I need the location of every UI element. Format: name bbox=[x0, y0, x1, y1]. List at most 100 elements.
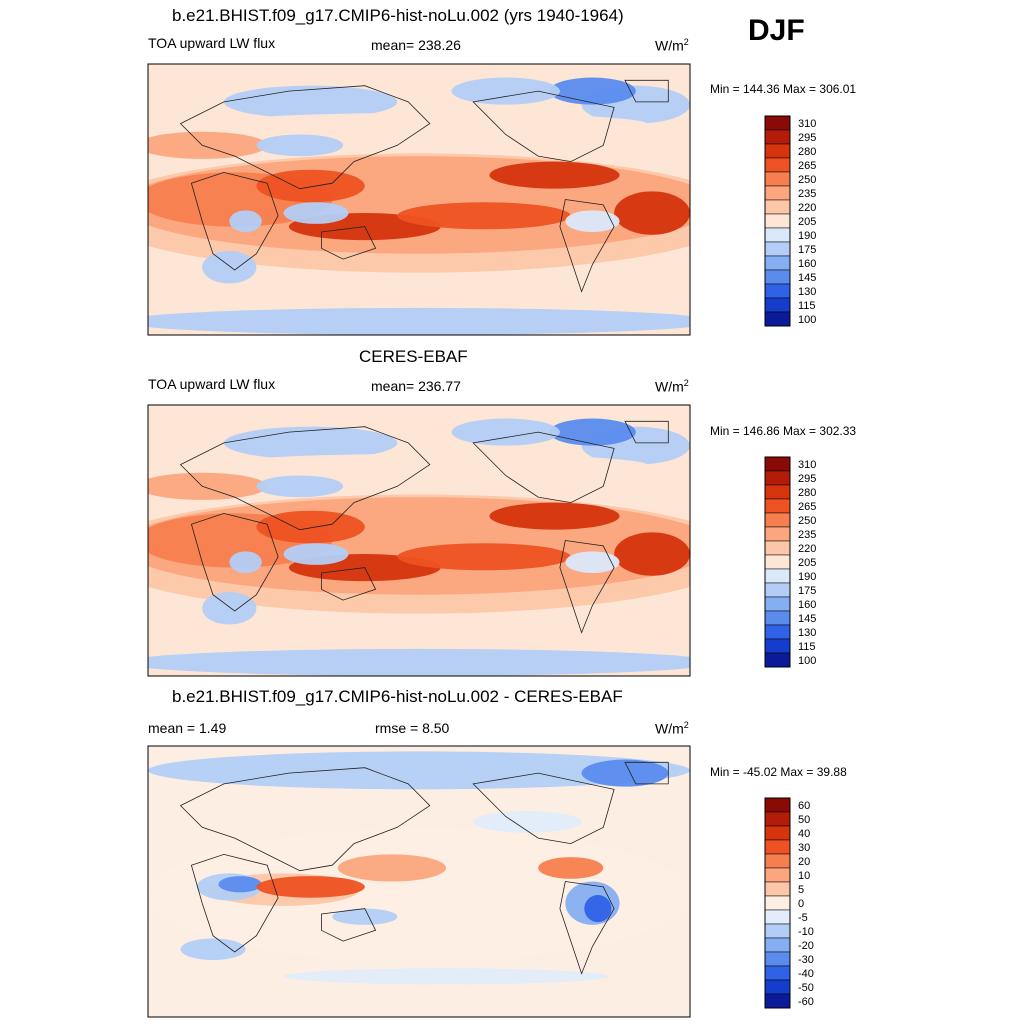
colorbar-tick-label: 280 bbox=[798, 487, 816, 499]
panel1-units: W/m2 bbox=[655, 37, 689, 54]
colorbar-tick-label: -60 bbox=[798, 996, 814, 1008]
colorbar-swatch bbox=[764, 797, 791, 813]
colorbar-swatch bbox=[764, 568, 791, 584]
contour-region bbox=[256, 510, 365, 544]
colorbar-tick-label: 40 bbox=[798, 828, 810, 840]
map-frame bbox=[147, 745, 691, 1018]
colorbar-swatch bbox=[764, 115, 791, 131]
coastline bbox=[559, 199, 615, 293]
colorbar-tick-label: 5 bbox=[798, 884, 804, 896]
contour-region bbox=[283, 543, 349, 565]
contour-region bbox=[614, 532, 690, 576]
contour-region bbox=[451, 418, 560, 446]
contour-region bbox=[229, 551, 262, 574]
contour-region bbox=[565, 551, 620, 574]
colorbar-tick-label: 190 bbox=[798, 571, 816, 583]
contour-region bbox=[202, 250, 257, 284]
colorbar-swatch bbox=[764, 297, 791, 313]
colorbar-tick-label: 295 bbox=[798, 132, 816, 144]
colorbar-swatch bbox=[764, 624, 791, 640]
coastline bbox=[624, 79, 669, 103]
contour-region bbox=[451, 77, 560, 105]
map-frame bbox=[147, 63, 691, 336]
contour-region bbox=[549, 77, 636, 105]
colorbar-swatch bbox=[764, 283, 791, 299]
contour-region bbox=[229, 210, 262, 233]
contour-region bbox=[565, 210, 620, 233]
contour-region bbox=[581, 759, 669, 787]
colorbar-swatch bbox=[764, 456, 791, 472]
colorbar-swatch bbox=[764, 255, 791, 271]
contour-region bbox=[256, 169, 365, 203]
contour-region bbox=[489, 161, 620, 189]
contour-region bbox=[218, 876, 262, 893]
colorbar-frame bbox=[764, 115, 791, 327]
map-panel-2 bbox=[148, 405, 690, 676]
colorbar-swatch bbox=[764, 227, 791, 243]
colorbar-swatch bbox=[764, 993, 791, 1009]
colorbar-swatch bbox=[764, 881, 791, 897]
colorbar-tick-label: -10 bbox=[798, 926, 814, 938]
panel3-rmse-label: rmse = 8.50 bbox=[375, 720, 450, 736]
coastline bbox=[179, 85, 431, 190]
colorbar-tick-label: 145 bbox=[798, 272, 816, 284]
coastline bbox=[472, 90, 615, 163]
colorbar-tick-label: 10 bbox=[798, 870, 810, 882]
colorbar-tick-label: 100 bbox=[798, 314, 816, 326]
colorbar-tick-label: 235 bbox=[798, 529, 816, 541]
colorbar-swatch bbox=[764, 825, 791, 841]
coastline bbox=[472, 772, 615, 845]
colorbar-tick-label: 115 bbox=[798, 641, 816, 653]
contour-region bbox=[332, 908, 398, 925]
colorbar-swatch bbox=[764, 512, 791, 528]
colorbar-swatch bbox=[764, 937, 791, 953]
colorbar-swatch bbox=[764, 540, 791, 556]
colorbar-tick-label: 205 bbox=[798, 216, 816, 228]
colorbar-frame bbox=[764, 456, 791, 668]
coastline bbox=[190, 853, 279, 953]
colorbar-swatch bbox=[764, 610, 791, 626]
colorbar-swatch bbox=[764, 652, 791, 668]
contour-region bbox=[148, 307, 690, 335]
colorbar-swatch bbox=[764, 526, 791, 542]
colorbar-swatch bbox=[764, 470, 791, 486]
contour-region bbox=[180, 938, 246, 961]
colorbar-swatch bbox=[764, 143, 791, 159]
colorbar-swatch bbox=[764, 582, 791, 598]
colorbar-frame bbox=[764, 797, 791, 1009]
coastline bbox=[624, 420, 669, 444]
contour-region bbox=[223, 85, 398, 119]
contour-region bbox=[538, 857, 604, 879]
coastline bbox=[190, 171, 279, 271]
colorbar-tick-label: 20 bbox=[798, 856, 810, 868]
contour-region bbox=[584, 895, 612, 923]
colorbar-swatch bbox=[764, 171, 791, 187]
colorbar-tick-label: 295 bbox=[798, 473, 816, 485]
contour-region bbox=[148, 751, 690, 790]
coastline bbox=[179, 767, 431, 872]
colorbar-tick-label: 160 bbox=[798, 258, 816, 270]
colorbar-tick-label: 175 bbox=[798, 244, 816, 256]
colorbar-tick-label: 310 bbox=[798, 459, 816, 471]
season-label: DJF bbox=[748, 14, 805, 47]
contour-region bbox=[283, 202, 349, 224]
colorbar-swatch bbox=[764, 923, 791, 939]
colorbar-tick-label: 265 bbox=[798, 160, 816, 172]
colorbar-swatch bbox=[764, 498, 791, 514]
contour-region bbox=[549, 418, 636, 446]
coastline bbox=[320, 567, 377, 601]
colorbar-tick-label: -50 bbox=[798, 982, 814, 994]
colorbar-swatch bbox=[764, 554, 791, 570]
panel2-minmax: Min = 146.86 Max = 302.33 bbox=[710, 424, 857, 438]
colorbar-swatch bbox=[764, 596, 791, 612]
colorbar-tick-label: 265 bbox=[798, 501, 816, 513]
colorbar-tick-label: 205 bbox=[798, 557, 816, 569]
map-panel-1 bbox=[148, 64, 690, 335]
panel1-minmax: Min = 144.36 Max = 306.01 bbox=[710, 82, 857, 96]
colorbar-swatch bbox=[764, 811, 791, 827]
panel3-mean-label: mean = 1.49 bbox=[148, 720, 227, 736]
colorbar-tick-label: -5 bbox=[798, 912, 808, 924]
contour-region bbox=[148, 472, 268, 500]
colorbar-tick-label: 235 bbox=[798, 188, 816, 200]
coastline bbox=[190, 512, 279, 612]
